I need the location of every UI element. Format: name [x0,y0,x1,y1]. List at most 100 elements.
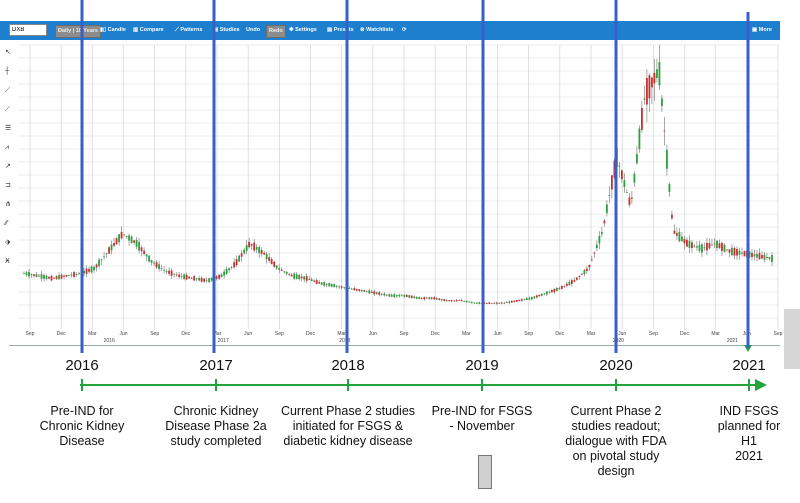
candle-body [525,298,528,300]
candle-body [355,288,358,291]
x-tick-label: Dec [555,331,564,337]
candle-body [761,254,763,259]
candle-body [103,256,105,258]
candle-body [505,302,508,304]
candle-body [450,300,453,302]
price-series [23,44,773,305]
candle-button[interactable]: ▮▯ Candle [100,25,126,36]
candle-body [235,259,238,266]
text-tool-icon[interactable]: Ӿ [5,257,10,265]
candle-body [741,252,743,254]
more-button[interactable]: ▣ More [752,25,782,36]
chart-toolbar [0,21,780,40]
pitchfork-tool-icon[interactable]: ⋔ [5,200,11,208]
line-tool-icon[interactable]: ⟋ [5,86,10,94]
crosshair-icon[interactable]: ┼ [5,67,10,75]
candle-body [60,274,63,279]
candle-body [565,283,568,286]
patterns-button[interactable]: ⟋ Patterns [175,25,202,36]
candle-body [348,288,351,289]
eraser-icon[interactable]: ⬗ [5,238,11,246]
candle-body [563,286,566,287]
candle-body [28,271,30,277]
timeline-year-label: 2016 [65,357,99,374]
candle-body [698,244,701,251]
candle-body [465,300,468,303]
candle-body [578,276,581,277]
candle-body [691,242,693,249]
candle-body [113,242,115,246]
watchlists-button[interactable]: ⊗ Watchlists [360,25,393,36]
candle-body [305,276,308,281]
candle-body [528,297,531,300]
candle-body [388,294,391,297]
candle-body [95,264,98,268]
candle-body [185,274,188,280]
timeline-milestone: Current Phase 2 studies initiated for FS… [280,404,416,448]
x-tick-label: Sep [150,331,159,337]
candle-body [298,275,301,280]
measure-tool-icon[interactable]: ⁄⁄ [5,219,8,227]
candle-body [708,243,711,249]
candle-body [325,284,328,286]
candle-body [223,271,226,276]
timeline-milestone: Pre-IND for Chronic Kidney Disease [39,404,125,448]
candle-body [233,262,236,268]
x-tick-label: Sep [774,331,783,337]
candle-body [588,264,591,268]
candle-body [463,301,466,302]
cursor-icon[interactable]: ↖ [5,48,11,56]
presets-button[interactable]: ▤ Presets [327,25,354,36]
candle-body [350,288,353,290]
candle-body [721,242,723,251]
rectangle-tool-icon[interactable]: ⊐ [5,181,11,189]
candle-body [35,274,38,277]
candle-body [395,294,398,297]
candle-body [38,275,40,277]
candle-body [150,259,153,263]
candle-body [143,250,145,255]
compare-button[interactable]: ▥ Compare [133,25,164,36]
candle-body [145,254,148,257]
candle-body [643,98,646,100]
arrow-tool-icon[interactable]: ↗ [5,162,11,170]
x-tick-label: Jun [369,331,377,337]
refresh-button[interactable]: ⟳ [402,25,407,36]
candle-body [353,288,356,291]
candle-body [43,274,45,279]
candle-body [155,262,158,268]
x-tick-label: Dec [57,331,66,337]
candle-body [198,278,201,281]
candle-body [636,153,638,164]
candle-body [570,280,573,284]
candle-body [771,254,773,262]
studies-button[interactable]: ▤ Studies [213,25,240,36]
candle-body [168,270,170,274]
candle-body [378,292,381,295]
x-tick-label: Mar [711,331,720,337]
range-selector[interactable]: Daily | 10 Years [55,25,101,38]
refresh-icon: ⟳ [402,27,407,33]
candle-body [478,302,481,304]
channel-tool-icon[interactable]: ⩘ [5,143,9,151]
candle-body [550,289,553,293]
candle-body [713,243,716,245]
candle-body [493,302,496,304]
settings-button[interactable]: ✱ Settings [289,25,317,36]
candle-body [218,274,221,279]
candle-body [153,262,155,264]
symbol-input[interactable] [9,24,47,36]
candle-body [510,300,513,303]
candle-body [120,231,123,239]
candle-body [300,276,303,279]
x-tick-label: Mar [337,331,346,337]
candle-body [340,286,343,288]
undo-button[interactable]: Undo [246,27,261,33]
candle-body [605,204,608,214]
fib-tool-icon[interactable]: ☰ [5,124,12,132]
ray-tool-icon[interactable]: ⟋ [5,105,10,113]
candle-body [468,301,471,303]
candle-body [756,254,758,258]
redo-button[interactable]: Redo [266,25,286,38]
